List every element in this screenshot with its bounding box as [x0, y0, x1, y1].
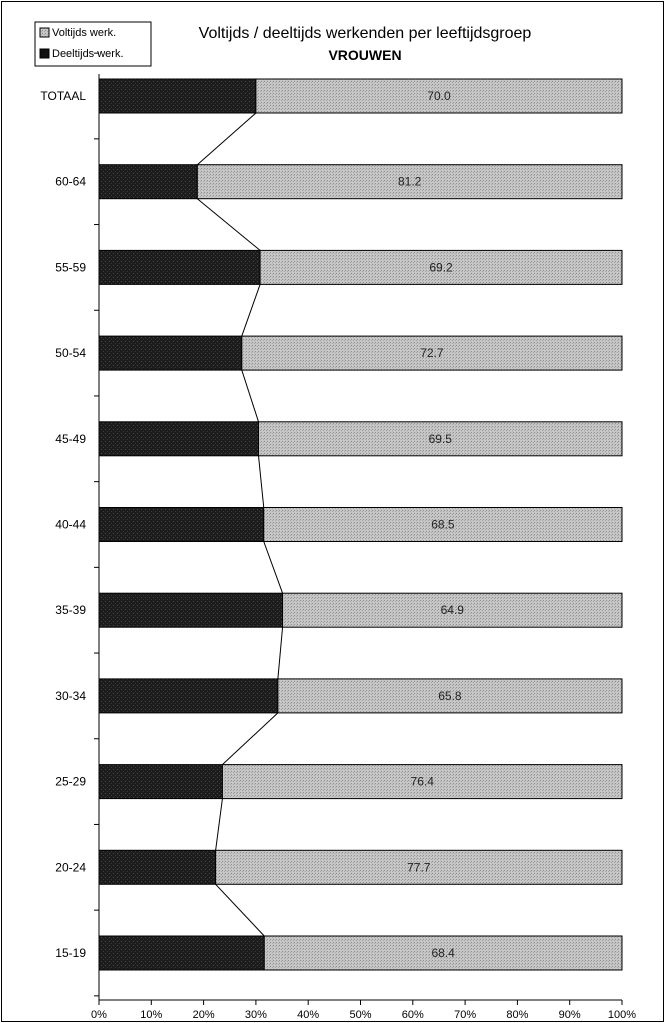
category-label-60-64: 60-64	[55, 175, 86, 189]
x-tick-label: 90%	[559, 1009, 581, 1021]
series-lines	[196, 112, 284, 937]
series-line-35-39	[277, 627, 284, 679]
x-tick-label: 70%	[454, 1009, 476, 1021]
bar-voltijds-25-29	[221, 764, 623, 800]
bar-voltijds-40-44	[263, 507, 623, 542]
series-line-25-29	[215, 798, 223, 851]
x-tick-label: 20%	[193, 1009, 215, 1021]
series-line-45-49	[258, 455, 265, 508]
series-line-20-24	[215, 883, 265, 937]
data-label-55-59: 69.2	[429, 260, 453, 274]
x-tick-label: 60%	[402, 1009, 424, 1021]
legend-box	[34, 21, 152, 67]
bar-voltijds-30-34	[277, 678, 623, 714]
x-tick-label: 30%	[245, 1009, 267, 1021]
series-line-50-54	[241, 369, 259, 422]
series-line-TOTAAL	[196, 112, 257, 166]
bar-voltijds-TOTAAL	[255, 78, 623, 114]
bar-voltijds-35-39	[282, 592, 623, 628]
x-tick-label: 80%	[506, 1009, 528, 1021]
bar-voltijds-50-54	[241, 335, 623, 371]
x-tick-label: 50%	[349, 1009, 371, 1021]
series-line-40-44	[263, 541, 284, 594]
data-label-15-19: 68.4	[431, 946, 455, 960]
bar-voltijds-20-24	[215, 849, 623, 885]
bar-voltijds-15-19	[263, 935, 623, 971]
bar-voltijds-55-59	[259, 249, 623, 285]
category-label-30-34: 30-34	[55, 689, 86, 703]
bar-deeltijds-55-59	[98, 249, 261, 285]
data-label-25-29: 76.4	[411, 775, 435, 789]
bar-deeltijds-35-39	[98, 592, 284, 628]
data-label-45-49: 69.5	[429, 432, 453, 446]
category-label-35-39: 35-39	[55, 603, 86, 617]
category-label-50-54: 50-54	[55, 346, 86, 360]
x-tick-label: 10%	[140, 1009, 162, 1021]
category-label-15-19: 15-19	[55, 946, 86, 960]
series-line-60-64	[197, 198, 261, 251]
bar-voltijds-60-64	[196, 164, 623, 200]
bar-deeltijds-40-44	[98, 507, 265, 542]
axes: TOTAAL 60-64 55-59 50-54 45-49 40-44 35-39 30-3…	[40, 52, 636, 1021]
legend-label-deeltijds: Deeltijds werk.	[52, 48, 124, 60]
category-label-40-44: 40-44	[55, 518, 86, 532]
bar-deeltijds-60-64	[98, 164, 198, 200]
category-label-25-29: 25-29	[55, 775, 86, 789]
data-label-40-44: 68.5	[431, 518, 455, 532]
bar-deeltijds-TOTAAL	[98, 78, 257, 114]
legend-swatch-deeltijds	[39, 48, 50, 59]
bar-deeltijds-50-54	[98, 335, 243, 371]
x-tick-label: 40%	[297, 1009, 319, 1021]
series-line-55-59	[241, 284, 261, 337]
category-label-55-59: 55-59	[55, 260, 86, 274]
data-label-20-24: 77.7	[407, 860, 431, 874]
bars: 70.0 81.2 69.2 72.7 69.5 68.5 64.9 65.8 76.4 77.7…	[98, 78, 623, 971]
chart-subtitle: VROUWEN	[328, 47, 401, 63]
x-tick-label: 0%	[91, 1009, 107, 1021]
category-label-TOTAAL: TOTAAL	[40, 89, 86, 103]
bar-deeltijds-20-24	[98, 849, 217, 885]
x-tick-label: 100%	[608, 1009, 636, 1021]
data-label-30-34: 65.8	[438, 689, 462, 703]
series-line-30-34	[222, 712, 279, 765]
bar-deeltijds-30-34	[98, 678, 279, 714]
category-label-45-49: 45-49	[55, 432, 86, 446]
data-label-35-39: 64.9	[441, 603, 465, 617]
data-label-60-64: 81.2	[398, 175, 422, 189]
category-label-20-24: 20-24	[55, 860, 86, 874]
legend: Voltijds werk. Deeltijds werk.	[34, 21, 152, 67]
legend-label-voltijds: Voltijds werk.	[52, 27, 116, 39]
legend-swatch-voltijds	[39, 27, 50, 38]
bar-voltijds-45-49	[258, 421, 623, 457]
bar-deeltijds-25-29	[98, 764, 223, 800]
bar-deeltijds-15-19	[98, 935, 265, 971]
data-label-50-54: 72.7	[420, 346, 444, 360]
bar-deeltijds-45-49	[98, 421, 260, 457]
chart-title: Voltijds / deeltijds werkenden per leeft…	[199, 25, 532, 42]
data-label-TOTAAL: 70.0	[427, 89, 451, 103]
